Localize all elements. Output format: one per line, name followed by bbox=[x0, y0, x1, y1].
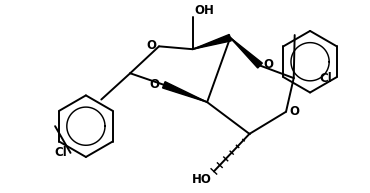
Polygon shape bbox=[162, 82, 207, 102]
Text: O: O bbox=[149, 78, 159, 91]
Text: Cl: Cl bbox=[55, 146, 68, 159]
Text: O: O bbox=[289, 105, 299, 118]
Text: Cl: Cl bbox=[319, 73, 332, 85]
Text: O: O bbox=[146, 39, 156, 52]
Text: O: O bbox=[263, 58, 273, 71]
Polygon shape bbox=[230, 38, 262, 68]
Polygon shape bbox=[193, 35, 231, 49]
Text: OH: OH bbox=[195, 3, 215, 17]
Text: HO: HO bbox=[192, 173, 212, 186]
